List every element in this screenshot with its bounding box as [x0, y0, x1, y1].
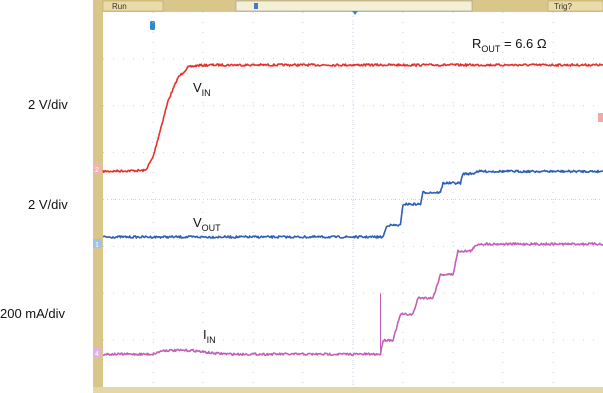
ch4-marker: 4	[93, 348, 102, 358]
trig-status-box	[547, 0, 603, 12]
trigger-level-marker	[598, 113, 603, 122]
svg-text:4: 4	[95, 351, 99, 358]
bottom-frame-bar	[93, 387, 603, 393]
record-window-indicator	[254, 3, 258, 9]
graticule	[103, 12, 603, 387]
run-label: Run	[112, 2, 127, 11]
run-status-box	[102, 0, 164, 12]
iin-series-label: IIN	[203, 327, 216, 345]
horizontal-position-icon	[150, 21, 155, 30]
vout-series-label: VOUT	[193, 215, 221, 233]
trig-label: Trig?	[554, 2, 572, 11]
vout-trace	[102, 169, 603, 239]
vin-scale-label: 2 V/div	[28, 97, 68, 112]
vin-trace	[102, 63, 603, 174]
vout-scale-label: 2 V/div	[28, 197, 68, 212]
scope-frame	[93, 0, 603, 393]
ch1-marker: 1	[93, 239, 102, 249]
iin-trace	[102, 242, 603, 357]
ch2-marker: 2	[93, 164, 102, 174]
left-frame-bar	[93, 0, 103, 393]
svg-text:2: 2	[95, 167, 99, 174]
vin-series-label: VIN	[193, 80, 211, 98]
iin-scale-label: 200 mA/div	[0, 306, 66, 321]
rout-annotation: ROUT = 6.6 Ω	[472, 36, 547, 54]
traces	[102, 63, 603, 357]
record-length-box	[235, 0, 473, 12]
svg-text:1: 1	[95, 242, 99, 249]
